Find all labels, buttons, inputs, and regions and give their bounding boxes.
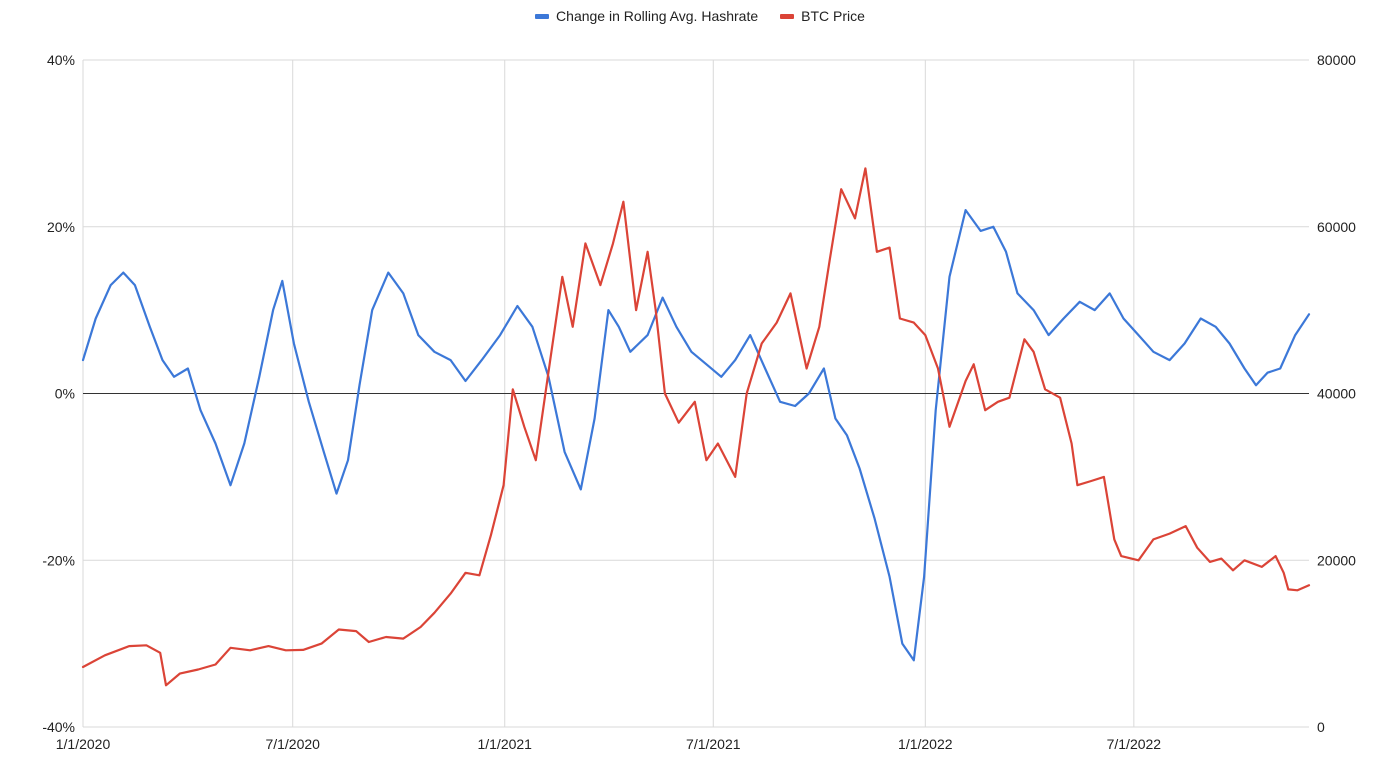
- y-axis-left: -40% -20% 0% 20% 40%: [42, 52, 75, 735]
- x-tick-label: 7/1/2022: [1107, 736, 1162, 752]
- x-tick-label: 1/1/2020: [56, 736, 111, 752]
- x-tick-label: 7/1/2020: [265, 736, 320, 752]
- y-left-tick-label: 40%: [47, 52, 75, 68]
- y-right-tick-label: 60000: [1317, 219, 1356, 235]
- y-right-tick-label: 0: [1317, 719, 1325, 735]
- x-tick-label: 1/1/2022: [898, 736, 953, 752]
- y-right-tick-label: 20000: [1317, 552, 1356, 568]
- y-axis-right: 0 20000 40000 60000 80000: [1317, 52, 1356, 735]
- legend-item-hashrate[interactable]: Change in Rolling Avg. Hashrate: [535, 8, 758, 24]
- legend: Change in Rolling Avg. Hashrate BTC Pric…: [0, 8, 1400, 24]
- legend-label-hashrate: Change in Rolling Avg. Hashrate: [556, 8, 759, 24]
- y-right-tick-label: 80000: [1317, 52, 1356, 68]
- legend-item-btc-price[interactable]: BTC Price: [780, 8, 865, 24]
- y-left-tick-label: -40%: [42, 719, 75, 735]
- x-axis: 1/1/2020 7/1/2020 1/1/2021 7/1/2021 1/1/2022…: [56, 736, 1162, 752]
- legend-swatch-hashrate: [535, 13, 550, 19]
- series-line-btc-price: [81, 167, 1311, 687]
- series-lines: [81, 167, 1311, 687]
- legend-swatch-btc-price: [780, 13, 795, 19]
- x-tick-label: 1/1/2021: [477, 736, 532, 752]
- y-left-tick-label: 0%: [55, 386, 75, 402]
- x-tick-label: 7/1/2021: [686, 736, 741, 752]
- series-line-hashrate: [81, 209, 1311, 662]
- y-right-tick-label: 40000: [1317, 386, 1356, 402]
- y-left-tick-label: 20%: [47, 219, 75, 235]
- legend-label-btc-price: BTC Price: [801, 8, 865, 24]
- y-left-tick-label: -20%: [42, 552, 75, 568]
